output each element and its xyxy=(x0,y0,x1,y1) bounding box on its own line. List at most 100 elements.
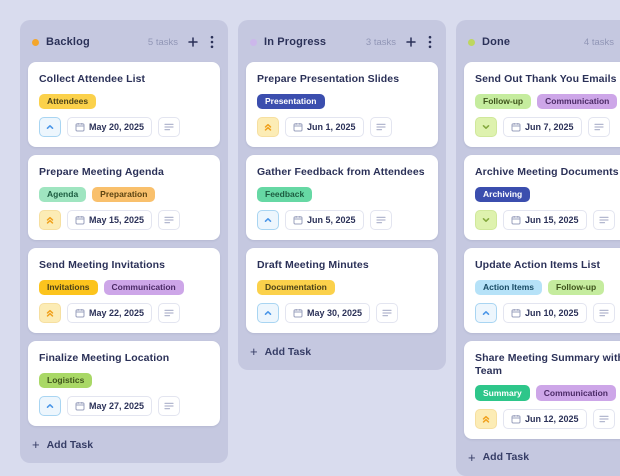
due-date: May 20, 2025 xyxy=(89,122,145,133)
task-card[interactable]: Send Out Thank You Emails Follow-up Commu… xyxy=(464,62,620,148)
notes-chip[interactable] xyxy=(369,117,392,138)
card-meta: May 20, 2025 xyxy=(39,117,209,138)
kebab-menu-icon xyxy=(428,35,432,49)
priority-chip-high[interactable] xyxy=(475,408,497,429)
calendar-icon xyxy=(293,215,303,225)
calendar-icon xyxy=(293,122,303,132)
task-card[interactable]: Prepare Presentation Slides Presentation… xyxy=(246,62,438,148)
task-card[interactable]: Send Meeting Invitations Invitations Comm… xyxy=(28,248,220,334)
due-date-chip[interactable]: Jun 7, 2025 xyxy=(503,117,582,138)
tag-presentation: Presentation xyxy=(257,93,325,110)
add-card-button[interactable] xyxy=(403,34,419,50)
tag-feedback: Feedback xyxy=(257,186,313,203)
chevron-down-icon xyxy=(481,215,491,225)
notes-icon xyxy=(164,216,174,224)
priority-chip-high[interactable] xyxy=(39,303,61,324)
add-task-label: Add Task xyxy=(482,451,530,464)
column-title: Backlog xyxy=(46,36,90,48)
tag-summary: Summary xyxy=(475,385,530,401)
card-list: Collect Attendee List Attendees May 20, … xyxy=(28,62,220,427)
due-date-chip[interactable]: May 27, 2025 xyxy=(67,396,153,417)
tag-communication: Communication xyxy=(535,385,616,401)
card-meta: May 27, 2025 xyxy=(39,396,209,417)
priority-chip-low[interactable] xyxy=(475,117,497,138)
add-task-label: Add Task xyxy=(46,438,94,451)
kanban-column-backlog: Backlog 5 tasks Collect Attendee List At… xyxy=(20,20,228,464)
task-card[interactable]: Draft Meeting Minutes Documentation May … xyxy=(246,248,438,334)
add-card-button[interactable] xyxy=(185,34,201,50)
column-header: In Progress 3 tasks xyxy=(246,28,438,62)
task-count: 3 tasks xyxy=(365,36,396,48)
priority-chip-low[interactable] xyxy=(475,210,497,231)
status-dot xyxy=(468,38,475,46)
due-date-chip[interactable]: May 22, 2025 xyxy=(67,303,153,324)
priority-chip-medium[interactable] xyxy=(475,303,497,324)
chevrons-up-icon xyxy=(481,414,491,424)
kanban-column-done: Done 4 tasks Send Out Thank You Emails F… xyxy=(456,20,620,476)
card-title: Gather Feedback from Attendees xyxy=(257,166,425,179)
card-title: Archive Meeting Documents xyxy=(475,166,619,179)
notes-chip[interactable] xyxy=(592,303,615,324)
tag-preparation: Preparation xyxy=(92,186,156,203)
task-card[interactable]: Share Meeting Summary with Team Summary C… xyxy=(464,341,620,439)
chevrons-up-icon xyxy=(263,122,273,132)
task-card[interactable]: Finalize Meeting Location Logistics May … xyxy=(28,341,220,427)
column-menu-button[interactable] xyxy=(426,33,434,51)
notes-chip[interactable] xyxy=(592,408,615,429)
card-list: Send Out Thank You Emails Follow-up Commu… xyxy=(464,62,620,439)
task-card[interactable]: Update Action Items List Action Items Fol… xyxy=(464,248,620,334)
card-meta: May 15, 2025 xyxy=(39,210,209,231)
notes-chip[interactable] xyxy=(158,303,181,324)
notes-chip[interactable] xyxy=(587,117,610,138)
due-date-chip[interactable]: May 20, 2025 xyxy=(67,117,153,138)
priority-chip-medium[interactable] xyxy=(39,396,61,417)
tag-follow-up: Follow-up xyxy=(548,279,605,296)
card-title: Send Meeting Invitations xyxy=(39,259,166,272)
priority-chip-high[interactable] xyxy=(39,210,61,231)
due-date-chip[interactable]: Jun 12, 2025 xyxy=(503,408,587,429)
priority-chip-medium[interactable] xyxy=(257,303,279,324)
tag-action-items: Action Items xyxy=(475,279,543,296)
notes-chip[interactable] xyxy=(158,396,181,417)
column-header: Backlog 5 tasks xyxy=(28,28,220,62)
card-meta: May 22, 2025 xyxy=(39,303,209,324)
tag-list: Presentation xyxy=(257,93,427,110)
tag-list: Action Items Follow-up xyxy=(475,279,620,296)
column-menu-button[interactable] xyxy=(208,33,216,51)
task-card[interactable]: Collect Attendee List Attendees May 20, … xyxy=(28,62,220,148)
task-count: 5 tasks xyxy=(147,36,178,48)
calendar-icon xyxy=(293,308,303,318)
due-date-chip[interactable]: May 30, 2025 xyxy=(285,303,371,324)
calendar-icon xyxy=(511,308,521,318)
notes-chip[interactable] xyxy=(369,210,392,231)
due-date-chip[interactable]: Jun 1, 2025 xyxy=(285,117,364,138)
kebab-menu-icon xyxy=(210,35,214,49)
kanban-column-in-progress: In Progress 3 tasks Prepare Presentation… xyxy=(238,20,446,371)
priority-chip-high[interactable] xyxy=(257,117,279,138)
due-date-chip[interactable]: Jun 5, 2025 xyxy=(285,210,364,231)
notes-chip[interactable] xyxy=(158,210,181,231)
priority-chip-medium[interactable] xyxy=(39,117,61,138)
due-date-chip[interactable]: May 15, 2025 xyxy=(67,210,153,231)
add-task-button[interactable]: + Add Task xyxy=(246,343,315,362)
calendar-icon xyxy=(511,414,521,424)
notes-chip[interactable] xyxy=(158,117,181,138)
priority-chip-medium[interactable] xyxy=(257,210,279,231)
column-title: In Progress xyxy=(264,36,327,48)
due-date-chip[interactable]: Jun 15, 2025 xyxy=(503,210,587,231)
tag-list: Archiving xyxy=(475,186,620,203)
notes-chip[interactable] xyxy=(592,210,615,231)
task-card[interactable]: Prepare Meeting Agenda Agenda Preparation… xyxy=(28,155,220,241)
chevron-down-icon xyxy=(481,122,491,132)
task-card[interactable]: Gather Feedback from Attendees Feedback … xyxy=(246,155,438,241)
notes-icon xyxy=(598,415,609,423)
tag-documentation: Documentation xyxy=(257,279,335,296)
due-date-chip[interactable]: Jun 10, 2025 xyxy=(503,303,587,324)
notes-chip[interactable] xyxy=(376,303,399,324)
notes-icon xyxy=(375,123,386,131)
add-task-button[interactable]: + Add Task xyxy=(464,449,533,468)
add-task-button[interactable]: + Add Task xyxy=(28,436,97,455)
due-date: Jun 7, 2025 xyxy=(525,122,574,133)
task-card[interactable]: Archive Meeting Documents Archiving Jun … xyxy=(464,155,620,241)
